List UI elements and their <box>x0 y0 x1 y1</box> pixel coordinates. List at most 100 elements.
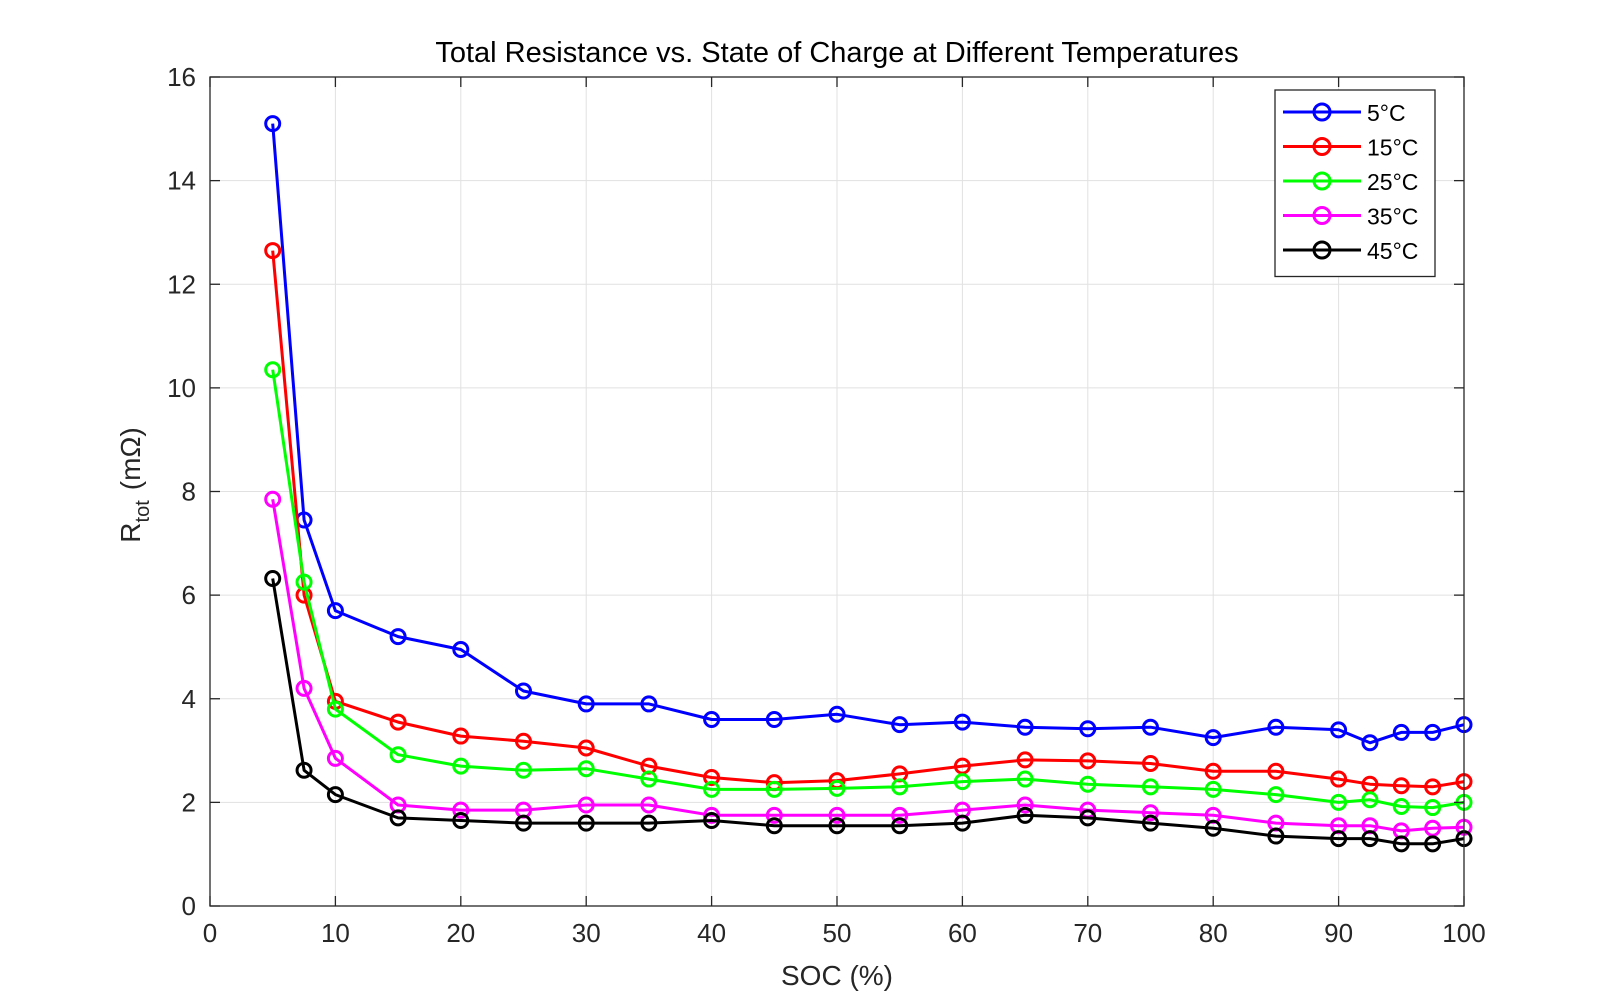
data-point <box>1330 793 1348 811</box>
data-point <box>389 628 407 646</box>
data-point <box>1330 770 1348 788</box>
legend-entry: 35°C <box>1283 204 1418 230</box>
data-point <box>703 812 721 830</box>
legend-marker-swatch <box>1312 240 1332 260</box>
data-point <box>452 757 470 775</box>
data-point <box>326 786 344 804</box>
data-point <box>264 490 282 508</box>
data-point <box>515 761 532 779</box>
legend: 5°C 15°C 25°C 35°C 45°C <box>1274 89 1436 278</box>
data-point <box>1079 752 1097 770</box>
series-4 <box>264 570 1473 853</box>
legend-marker-swatch <box>1312 137 1332 156</box>
data-point <box>577 814 595 832</box>
data-point <box>295 679 313 697</box>
data-point <box>953 773 971 791</box>
data-point <box>1016 796 1034 814</box>
data-point <box>1079 720 1097 738</box>
legend-box <box>1274 89 1436 278</box>
data-point <box>577 739 595 757</box>
data-point <box>1424 778 1442 796</box>
data-point <box>264 115 282 133</box>
data-point <box>1142 804 1159 822</box>
data-point <box>640 770 658 788</box>
legend-label: 25°C <box>1367 169 1418 195</box>
data-point <box>326 602 344 620</box>
x-tick-label: 100 <box>1442 918 1485 948</box>
x-tick-label: 80 <box>1199 918 1228 948</box>
data-point <box>389 746 407 764</box>
data-point <box>326 700 344 718</box>
series-layer <box>264 115 1473 853</box>
data-point <box>452 812 470 830</box>
data-point <box>264 570 282 588</box>
y-tick-label: 2 <box>182 787 196 817</box>
data-point <box>1392 835 1410 853</box>
data-point <box>640 796 658 814</box>
series-2 <box>264 361 1473 817</box>
chart-title: Total Resistance vs. State of Charge at … <box>435 37 1238 69</box>
legend-marker-swatch <box>1312 171 1332 191</box>
data-point <box>1392 777 1410 795</box>
data-point <box>828 779 846 797</box>
legend-label: 5°C <box>1367 100 1406 126</box>
data-point <box>1142 718 1159 736</box>
series-line <box>271 578 1465 846</box>
y-tick-label: 10 <box>167 373 196 403</box>
data-point <box>1016 770 1034 788</box>
x-tick-label: 90 <box>1324 918 1353 948</box>
data-point <box>1392 723 1410 741</box>
data-point <box>1142 814 1159 832</box>
data-point <box>577 695 595 713</box>
x-tick-label: 50 <box>823 918 852 948</box>
x-axis-title: SOC (%) <box>781 960 893 991</box>
data-point <box>953 757 971 775</box>
data-point <box>515 732 532 750</box>
data-point <box>1016 718 1034 736</box>
data-point <box>1267 762 1285 780</box>
data-point <box>452 801 470 819</box>
x-tick-label: 10 <box>321 918 350 948</box>
data-point <box>1079 775 1097 793</box>
data-point <box>577 796 595 814</box>
data-point <box>389 713 407 731</box>
legend-marker-swatch <box>1312 206 1332 225</box>
data-point <box>1424 835 1442 853</box>
data-point <box>1267 827 1285 845</box>
data-point <box>389 809 407 827</box>
data-point <box>1424 819 1442 837</box>
x-tick-label: 70 <box>1073 918 1102 948</box>
x-tick-label: 30 <box>572 918 601 948</box>
legend-label: 35°C <box>1367 204 1418 230</box>
legend-entry: 5°C <box>1283 100 1406 126</box>
data-point <box>515 814 532 832</box>
y-tick-label: 12 <box>167 269 196 299</box>
data-point <box>828 705 846 723</box>
series-line <box>271 250 1465 789</box>
data-point <box>703 769 721 787</box>
y-axis-title-main: R <box>115 522 146 542</box>
data-point <box>1424 799 1442 817</box>
legend-entry: 25°C <box>1283 169 1418 195</box>
y-axis-title-subscript: tot <box>132 500 154 523</box>
legend-entry: 45°C <box>1283 238 1418 264</box>
y-tick-label: 8 <box>182 477 196 507</box>
data-point <box>703 806 721 824</box>
series-line <box>271 123 1465 745</box>
data-point <box>1267 786 1285 804</box>
legend-entry: 15°C <box>1283 135 1418 161</box>
data-point <box>295 761 313 779</box>
data-point <box>1361 775 1379 793</box>
y-axis-title-unit: (mΩ) <box>115 427 146 490</box>
data-point <box>828 817 846 835</box>
data-point <box>1330 830 1348 848</box>
data-point <box>264 242 282 260</box>
axis-ticks: 0 10 20 30 40 50 60 70 80 90 100 0 2 4 6 8 10 12 14 16 <box>167 62 1486 948</box>
data-point <box>1330 721 1348 739</box>
data-point <box>891 817 909 835</box>
data-point <box>1204 729 1222 747</box>
series-line <box>271 499 1465 833</box>
data-point <box>765 710 783 728</box>
data-point <box>326 749 344 767</box>
